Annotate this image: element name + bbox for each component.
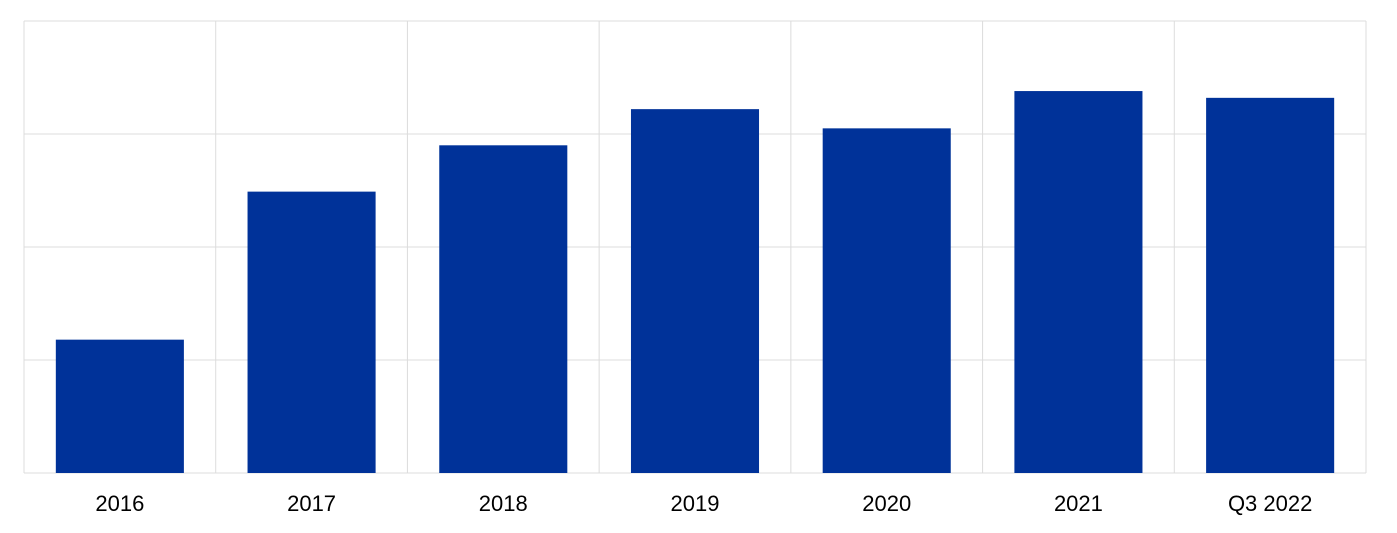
x-tick-label: 2017 [287,491,336,516]
bar [439,145,568,474]
x-tick-label: 2019 [671,491,720,516]
bar [55,339,184,473]
bar [247,191,376,473]
x-tick-label: 2020 [862,491,911,516]
x-tick-label: 2016 [95,491,144,516]
x-tick-label: 2018 [479,491,528,516]
x-tick-label: 2021 [1054,491,1103,516]
bar [1014,91,1143,473]
bar [630,109,760,473]
bar [1206,97,1335,473]
x-tick-label: Q3 2022 [1228,491,1312,516]
bar [822,128,951,473]
